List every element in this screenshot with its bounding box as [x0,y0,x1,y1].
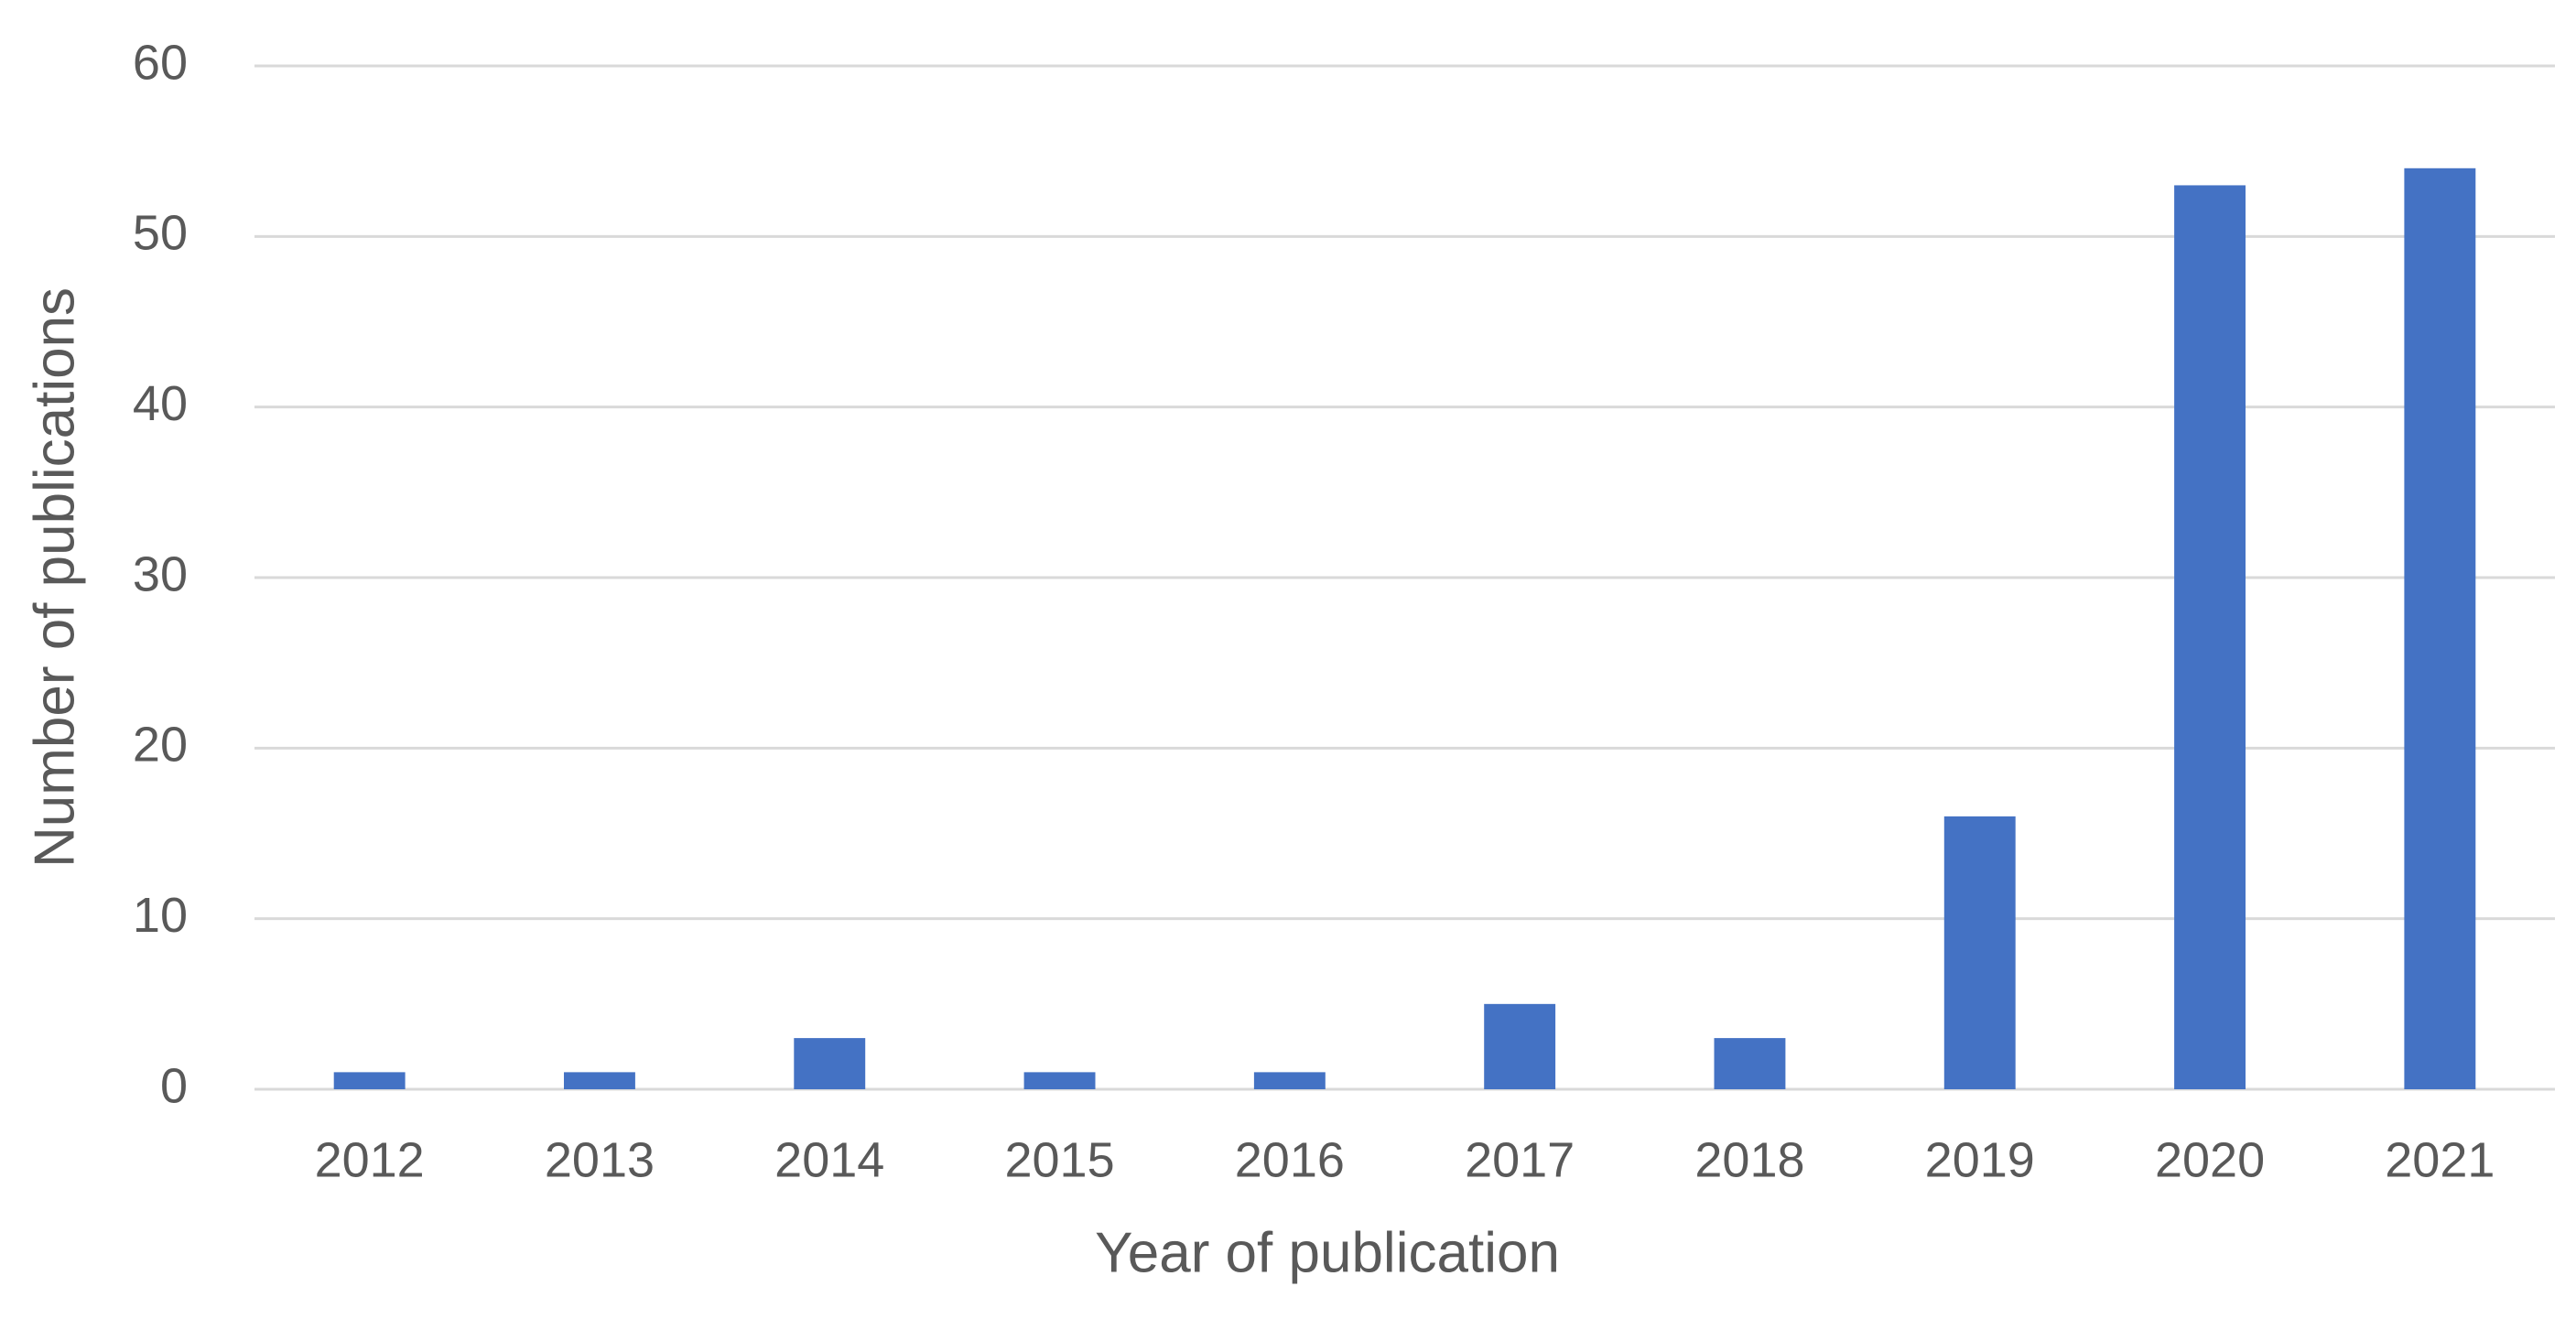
y-tick-label: 10 [133,888,188,943]
bar [1943,816,2016,1089]
x-tick-label: 2016 [1235,1132,1345,1187]
bar [1484,1003,1556,1089]
x-tick-label: 2018 [1694,1132,1804,1187]
x-tick-label: 2019 [1925,1132,2035,1187]
y-tick-label: 50 [133,206,188,261]
x-tick-label: 2020 [2155,1132,2265,1187]
bar [2404,168,2476,1090]
bar [1023,1072,1096,1089]
bar [2174,185,2246,1089]
x-tick-label: 2017 [1465,1132,1575,1187]
bar [1714,1038,1786,1089]
y-tick-label: 40 [133,376,188,431]
bar [794,1038,866,1089]
x-tick-label: 2014 [774,1132,884,1187]
y-tick-label: 30 [133,546,188,601]
x-tick-label: 2021 [2385,1132,2495,1187]
x-tick-label: 2013 [545,1132,655,1187]
bar [1253,1072,1326,1089]
x-axis-label: Year of publication [1095,1221,1560,1284]
x-tick-label: 2012 [315,1132,425,1187]
y-axis-label: Number of publications [23,287,86,868]
bar [333,1072,406,1089]
x-tick-label: 2015 [1004,1132,1114,1187]
y-tick-label: 20 [133,718,188,773]
bar [563,1072,635,1089]
y-tick-label: 60 [133,35,188,90]
y-tick-label: 0 [160,1058,188,1113]
